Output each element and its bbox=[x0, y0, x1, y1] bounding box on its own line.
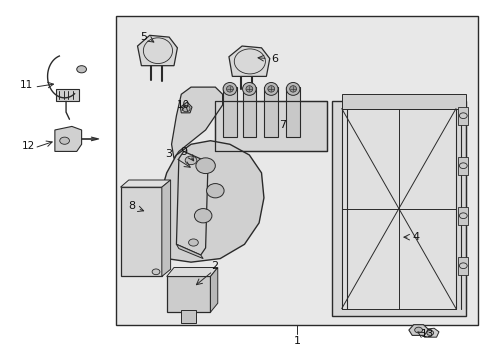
Ellipse shape bbox=[223, 82, 236, 95]
Text: 7: 7 bbox=[278, 120, 285, 130]
Ellipse shape bbox=[264, 82, 278, 95]
Text: 8: 8 bbox=[128, 201, 135, 211]
Ellipse shape bbox=[286, 82, 299, 95]
Ellipse shape bbox=[242, 82, 256, 95]
Polygon shape bbox=[166, 267, 217, 276]
Ellipse shape bbox=[206, 184, 224, 198]
Ellipse shape bbox=[196, 158, 215, 174]
Polygon shape bbox=[341, 94, 465, 109]
Polygon shape bbox=[181, 310, 196, 323]
Circle shape bbox=[77, 66, 86, 73]
Polygon shape bbox=[120, 180, 170, 187]
Polygon shape bbox=[166, 276, 210, 312]
Text: 6: 6 bbox=[270, 54, 278, 64]
Circle shape bbox=[458, 163, 466, 168]
Polygon shape bbox=[458, 257, 467, 275]
Polygon shape bbox=[176, 152, 207, 255]
Polygon shape bbox=[458, 207, 467, 225]
Polygon shape bbox=[458, 107, 467, 125]
Circle shape bbox=[458, 113, 466, 118]
Circle shape bbox=[426, 330, 433, 336]
Text: 13: 13 bbox=[420, 329, 433, 339]
Polygon shape bbox=[162, 180, 170, 276]
Polygon shape bbox=[120, 187, 162, 276]
Ellipse shape bbox=[194, 208, 211, 223]
Circle shape bbox=[414, 327, 422, 333]
Polygon shape bbox=[242, 87, 256, 137]
Text: 1: 1 bbox=[293, 337, 300, 346]
Text: 12: 12 bbox=[21, 141, 35, 151]
Polygon shape bbox=[137, 35, 177, 66]
Polygon shape bbox=[341, 109, 455, 309]
Polygon shape bbox=[171, 87, 222, 158]
Text: 11: 11 bbox=[20, 80, 33, 90]
Ellipse shape bbox=[245, 86, 252, 92]
Circle shape bbox=[152, 269, 160, 275]
Text: 3: 3 bbox=[165, 149, 172, 159]
Polygon shape bbox=[331, 102, 465, 316]
Polygon shape bbox=[264, 87, 278, 137]
Text: 4: 4 bbox=[411, 232, 418, 242]
Circle shape bbox=[458, 213, 466, 219]
Polygon shape bbox=[55, 126, 81, 152]
Polygon shape bbox=[56, 89, 79, 102]
Polygon shape bbox=[176, 244, 203, 258]
Text: 5: 5 bbox=[140, 32, 147, 42]
Polygon shape bbox=[223, 87, 236, 137]
Polygon shape bbox=[458, 157, 467, 175]
Ellipse shape bbox=[267, 86, 274, 92]
Ellipse shape bbox=[182, 105, 190, 112]
Polygon shape bbox=[180, 102, 192, 113]
Circle shape bbox=[60, 137, 69, 144]
Circle shape bbox=[458, 263, 466, 269]
Polygon shape bbox=[210, 267, 217, 312]
Circle shape bbox=[185, 156, 197, 165]
Bar bbox=[116, 16, 477, 325]
Text: 10: 10 bbox=[177, 100, 190, 110]
Ellipse shape bbox=[226, 86, 233, 92]
Polygon shape bbox=[424, 328, 438, 337]
Text: 2: 2 bbox=[210, 261, 218, 271]
Polygon shape bbox=[159, 141, 264, 262]
Polygon shape bbox=[408, 325, 427, 336]
Circle shape bbox=[188, 239, 198, 246]
Polygon shape bbox=[215, 102, 326, 152]
Polygon shape bbox=[286, 87, 299, 137]
Text: 9: 9 bbox=[180, 148, 187, 157]
Polygon shape bbox=[228, 46, 269, 76]
Ellipse shape bbox=[289, 86, 296, 92]
